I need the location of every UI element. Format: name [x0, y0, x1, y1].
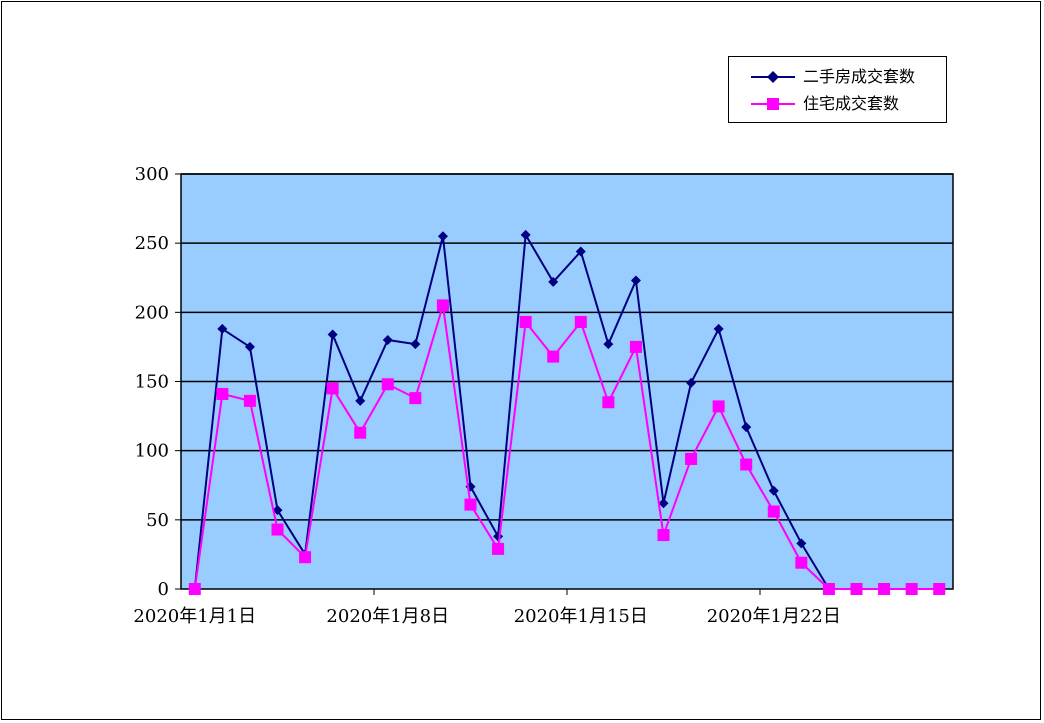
data-point-square: [878, 583, 891, 595]
data-point-square: [933, 583, 946, 595]
legend: 二手房成交套数 住宅成交套数: [728, 56, 947, 123]
data-point-square: [657, 529, 670, 542]
data-point-square: [767, 505, 780, 518]
data-point-square: [547, 350, 560, 363]
data-point-square: [326, 382, 339, 395]
x-tick-label: 2020年1月22日: [707, 606, 841, 627]
data-point-square: [436, 299, 449, 312]
data-point-diamond: [382, 335, 393, 345]
data-point-square: [492, 542, 505, 555]
data-point-diamond: [437, 231, 448, 242]
y-tick-label: 200: [135, 302, 169, 323]
y-tick-label: 100: [135, 441, 169, 462]
data-point-square: [188, 583, 201, 595]
x-tick-label: 2020年1月15日: [514, 606, 648, 627]
data-point-diamond: [548, 276, 559, 287]
data-point-diamond: [575, 246, 586, 257]
y-tick-label: 150: [135, 372, 169, 393]
data-point-square: [629, 340, 642, 353]
series-2: [188, 299, 946, 595]
data-point-square: [905, 583, 918, 595]
data-point-diamond: [713, 323, 724, 334]
series-line: [193, 305, 940, 590]
y-tick-label: 250: [135, 233, 169, 254]
data-point-diamond: [658, 498, 669, 509]
data-point-square: [602, 396, 615, 409]
data-point-diamond: [796, 538, 807, 549]
x-axis-ticks: 2020年1月1日 2020年1月8日 2020年1月15日 2020年1月22日: [133, 589, 841, 627]
data-point-diamond: [217, 323, 228, 334]
legend-item-series-1: 二手房成交套数: [729, 66, 946, 88]
legend-label: 住宅成交套数: [803, 94, 900, 113]
data-point-square: [795, 556, 808, 569]
data-point-diamond: [410, 339, 421, 350]
legend-item-series-2: 住宅成交套数: [729, 93, 946, 115]
data-point-square: [574, 316, 587, 329]
data-point-diamond: [603, 339, 614, 350]
data-point-diamond: [327, 329, 338, 340]
data-point-square: [850, 583, 863, 595]
series-layer: [188, 229, 946, 595]
legend-label: 二手房成交套数: [803, 67, 916, 86]
data-point-square: [740, 458, 753, 471]
data-point-square: [381, 378, 394, 391]
diamond-marker-icon: [751, 71, 795, 83]
data-point-square: [712, 400, 725, 413]
data-point-square: [243, 394, 256, 407]
data-point-square: [271, 523, 284, 536]
y-tick-label: 300: [135, 164, 169, 185]
data-point-square: [216, 387, 229, 400]
x-tick-label: 2020年1月1日: [133, 606, 256, 627]
x-tick-label: 2020年1月8日: [326, 606, 449, 627]
data-point-diamond: [520, 229, 531, 240]
data-point-square: [685, 452, 698, 465]
data-point-square: [822, 583, 835, 595]
data-point-square: [409, 392, 422, 405]
data-point-square: [519, 316, 532, 329]
data-point-diamond: [741, 422, 752, 433]
data-point-diamond: [686, 377, 697, 388]
y-tick-label: 0: [158, 579, 169, 600]
data-point-diamond: [630, 275, 641, 286]
data-point-diamond: [355, 395, 366, 406]
data-point-square: [299, 551, 312, 564]
data-point-diamond: [768, 485, 779, 496]
data-point-diamond: [272, 505, 283, 516]
square-marker-icon: [751, 98, 795, 110]
data-point-square: [354, 426, 367, 439]
data-point-diamond: [244, 341, 255, 352]
data-point-square: [464, 498, 477, 511]
series-line: [193, 231, 940, 590]
y-tick-label: 50: [146, 510, 169, 531]
y-axis-ticks: 0 50 100 150 200 250 300: [135, 164, 181, 600]
